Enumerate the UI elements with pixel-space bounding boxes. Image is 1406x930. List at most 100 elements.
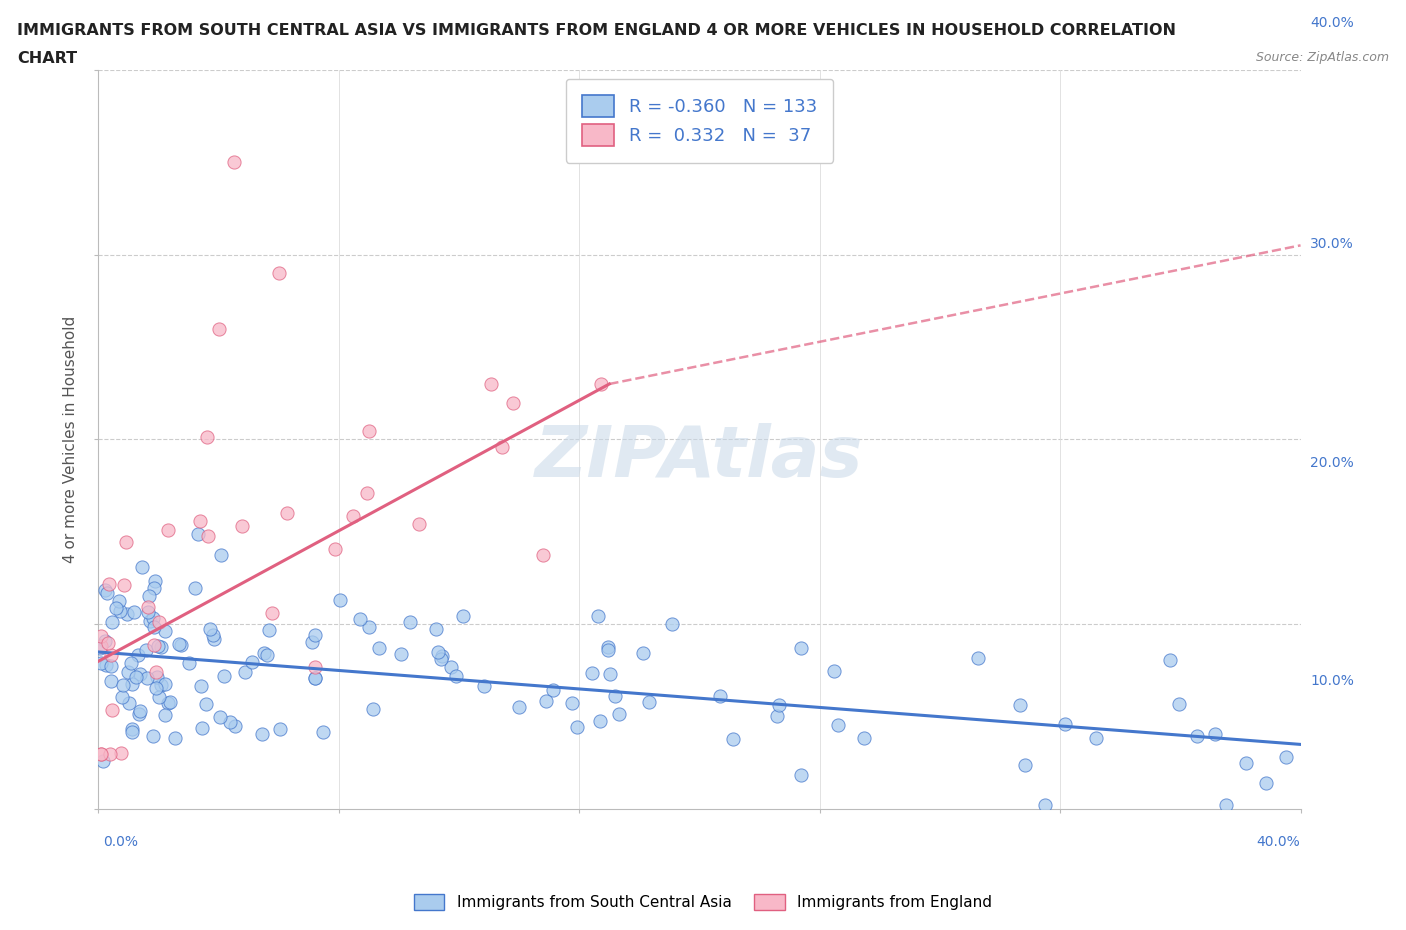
Y-axis label: 4 or more Vehicles in Household: 4 or more Vehicles in Household — [63, 316, 79, 563]
Point — [111, 677, 134, 692]
Text: 0.0%: 0.0% — [103, 834, 138, 849]
Point — [90, 746, 112, 761]
Point — [184, 580, 207, 595]
Point — [260, 606, 283, 621]
Point — [765, 709, 787, 724]
Point — [1204, 726, 1226, 741]
Point — [502, 396, 524, 411]
Legend: R = -0.360   N = 133, R =  0.332   N =  37: R = -0.360 N = 133, R = 0.332 N = 37 — [565, 79, 834, 163]
Point — [127, 647, 149, 662]
Point — [212, 669, 235, 684]
Point — [169, 636, 191, 651]
Point — [349, 612, 371, 627]
Point — [219, 714, 242, 729]
Point — [479, 377, 502, 392]
Point — [142, 728, 165, 743]
Point — [125, 669, 148, 684]
Point — [138, 589, 160, 604]
Point — [157, 696, 180, 711]
Point — [541, 683, 564, 698]
Point — [191, 720, 214, 735]
Point — [709, 688, 731, 703]
Point — [150, 639, 173, 654]
Text: 10.0%: 10.0% — [1310, 673, 1354, 688]
Text: 30.0%: 30.0% — [1310, 236, 1354, 251]
Point — [190, 679, 212, 694]
Point — [603, 688, 626, 703]
Point — [257, 622, 280, 637]
Point — [853, 730, 876, 745]
Point — [790, 640, 813, 655]
Point — [159, 695, 181, 710]
Point — [100, 647, 122, 662]
Point — [90, 629, 112, 644]
Point — [115, 535, 138, 550]
Point — [224, 718, 246, 733]
Point — [389, 646, 412, 661]
Text: 40.0%: 40.0% — [1310, 16, 1354, 31]
Point — [240, 655, 263, 670]
Point — [607, 706, 630, 721]
Point — [201, 628, 224, 643]
Point — [323, 541, 346, 556]
Point — [233, 664, 256, 679]
Point — [427, 644, 450, 659]
Point — [121, 676, 143, 691]
Point — [142, 638, 165, 653]
Point — [342, 509, 364, 524]
Point — [194, 697, 217, 711]
Point — [269, 722, 291, 737]
Point — [93, 634, 115, 649]
Point — [202, 631, 225, 646]
Point — [111, 690, 134, 705]
Point — [97, 635, 120, 650]
Point — [108, 604, 131, 618]
Point — [588, 714, 610, 729]
Text: CHART: CHART — [17, 51, 77, 66]
Point — [157, 522, 180, 537]
Point — [561, 696, 583, 711]
Point — [508, 699, 530, 714]
Point — [148, 638, 170, 653]
Point — [121, 724, 143, 739]
Point — [1167, 697, 1189, 711]
Point — [329, 592, 352, 607]
Point — [1014, 757, 1036, 772]
Point — [276, 506, 298, 521]
Point — [252, 727, 274, 742]
Point — [136, 604, 159, 619]
Point — [356, 485, 378, 500]
Point — [966, 651, 988, 666]
Point — [304, 659, 326, 674]
Text: Source: ZipAtlas.com: Source: ZipAtlas.com — [1256, 51, 1389, 64]
Point — [1187, 728, 1209, 743]
Point — [135, 671, 157, 685]
Point — [534, 694, 557, 709]
Point — [398, 615, 420, 630]
Point — [98, 746, 121, 761]
Point — [135, 642, 157, 657]
Point — [408, 516, 430, 531]
Point — [661, 617, 683, 631]
Point — [197, 528, 219, 543]
Point — [110, 745, 132, 760]
Point — [1254, 776, 1277, 790]
Point — [827, 718, 849, 733]
Point — [117, 664, 139, 679]
Point — [256, 647, 278, 662]
Point — [357, 619, 380, 634]
Point — [143, 574, 166, 589]
Point — [129, 704, 152, 719]
Point — [100, 703, 122, 718]
Point — [565, 720, 588, 735]
Point — [105, 601, 128, 616]
Point — [170, 637, 193, 652]
Point — [96, 586, 118, 601]
Point — [581, 666, 603, 681]
Point — [148, 690, 170, 705]
Point — [90, 639, 112, 654]
Point — [149, 678, 172, 693]
Point — [115, 606, 138, 621]
Point — [208, 321, 231, 336]
Point — [1053, 716, 1076, 731]
